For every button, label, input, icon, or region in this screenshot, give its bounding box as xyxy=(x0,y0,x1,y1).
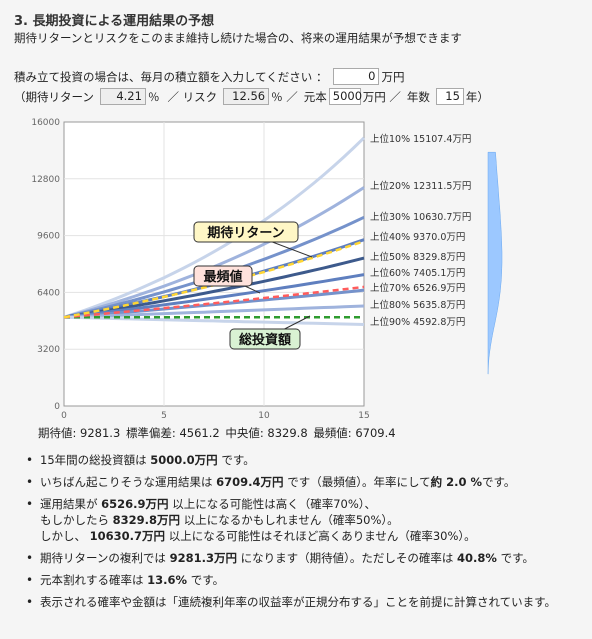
percentile-label: 上位40% 9370.0万円 xyxy=(370,231,465,243)
principal-label: 元本 xyxy=(303,89,327,104)
note-assumption: 表示される確率や金額は「連続複利年率の収益率が正規分布する」ことを前提に計算され… xyxy=(26,594,588,610)
params-row: （期待リターン 4.21 ％ ／ リスク 12.56 ％ ／ 元本 5000 万… xyxy=(14,88,489,105)
percentile-label: 上位80% 5635.8万円 xyxy=(370,299,465,311)
plot-area xyxy=(63,121,365,407)
note-probabilities: 運用結果が 6526.9万円 以上になる可能性は高く（確率70%）、もしかしたら… xyxy=(26,496,588,544)
years-input[interactable]: 15 xyxy=(435,88,464,105)
callout-expected-return-box xyxy=(193,221,299,243)
risk-label: ／ リスク xyxy=(167,89,218,104)
monthly-amount-input[interactable]: 0 xyxy=(333,68,380,85)
y-tick-label: 3200 xyxy=(37,345,60,355)
y-tick-label: 0 xyxy=(54,402,60,412)
percentile-line xyxy=(63,304,365,319)
callout-expected-return-text: 期待リターン xyxy=(207,225,284,241)
y-tick-label: 9600 xyxy=(37,232,60,242)
return-unit: ％ xyxy=(147,89,160,104)
projection-chart: 0 3200 6400 9600 12800 16000 0 5 10 15 上位10% 15107… xyxy=(31,118,503,421)
years-label: 年数 xyxy=(406,89,430,104)
note-total-investment: 15年間の総投資額は 5000.0万円 です。 xyxy=(26,452,588,468)
monthly-unit: 万円 xyxy=(381,69,405,84)
x-tick-label: 5 xyxy=(161,411,167,421)
percentile-line xyxy=(63,136,366,319)
callout-total-investment-text: 総投資額 xyxy=(239,332,291,348)
note-expected: 期待リターンの複利では 9281.3万円 になります（期待値）。ただしその確率は… xyxy=(26,550,588,566)
x-tick-label: 15 xyxy=(358,411,369,421)
risk-unit: ％ ／ xyxy=(271,89,298,104)
section-subtitle: 期待リターンとリスクをこのまま維持し続けた場合の、将来の運用結果が予想できます xyxy=(14,31,462,45)
monthly-label: 積み立て投資の場合は、毎月の積立額を入力してください ： xyxy=(14,69,328,84)
x-tick-label: 0 xyxy=(61,411,67,421)
result-notes: 15年間の総投資額は 5000.0万円 です。 いちばん起こりそうな運用結果は … xyxy=(26,452,588,616)
y-tick-label: 6400 xyxy=(37,288,60,298)
callout-mode-text: 最頻値 xyxy=(203,269,242,285)
percentile-label: 上位50% 8329.8万円 xyxy=(370,251,465,263)
stat-mode: 最頻値: 6709.4 xyxy=(313,426,396,440)
y-tick-label: 12800 xyxy=(31,175,60,185)
mode-line xyxy=(63,285,365,319)
risk-field: 12.56 xyxy=(223,88,270,105)
expected-return-field: 4.21 xyxy=(99,88,146,105)
y-tick-label: 16000 xyxy=(31,118,60,128)
percentile-line xyxy=(63,256,365,319)
distribution-shape xyxy=(487,151,503,375)
callout-mode-box xyxy=(193,265,253,287)
note-mode: いちばん起こりそうな運用結果は 6709.4万円 です（最頻値）。年率にして約 … xyxy=(26,474,588,490)
principal-input[interactable]: 5000 xyxy=(328,88,362,105)
percentile-label: 上位30% 10630.7万円 xyxy=(370,211,471,223)
note-loss-probability: 元本割れする確率は 13.6% です。 xyxy=(26,572,588,588)
stat-expected: 期待値: 9281.3 xyxy=(38,426,121,440)
monthly-row: 積み立て投資の場合は、毎月の積立額を入力してください ： 0 万円 xyxy=(14,68,404,85)
principal-unit: 万円 ／ xyxy=(362,89,401,104)
stat-median: 中央値: 8329.8 xyxy=(225,426,308,440)
stat-stdev: 標準偏差: 4561.2 xyxy=(125,426,220,440)
percentile-label: 上位70% 6526.9万円 xyxy=(370,282,465,294)
years-unit: 年） xyxy=(465,89,489,104)
section-title: 3. 長期投資による運用結果の予想 xyxy=(14,14,215,29)
percentile-label: 上位60% 7405.1万円 xyxy=(370,267,465,279)
percentile-line xyxy=(63,273,365,319)
x-tick-label: 10 xyxy=(258,411,270,421)
stats-line: 期待値: 9281.3 標準偏差: 4561.2 中央値: 8329.8 最頻値… xyxy=(38,425,398,441)
percentile-label: 上位10% 15107.4万円 xyxy=(370,133,471,145)
percentile-label: 上位90% 4592.8万円 xyxy=(370,316,465,328)
expected-return-label: （期待リターン xyxy=(14,89,94,104)
percentile-label: 上位20% 12311.5万円 xyxy=(370,180,471,192)
callout-total-investment-box xyxy=(229,328,301,350)
